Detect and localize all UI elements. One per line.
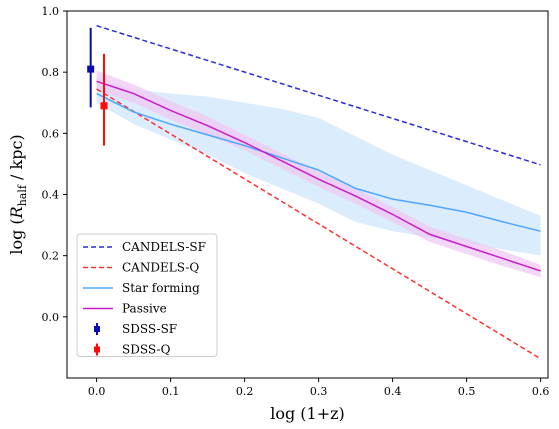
y-axis-label-var: R: [7, 206, 26, 219]
y-axis-label: log (Rhalf / kpc): [7, 134, 29, 254]
candels-q-line: [96, 88, 541, 360]
y-tick-label: 0.0: [42, 311, 60, 324]
legend-label: CANDELS-Q: [122, 261, 199, 275]
x-axis-label: log (1+z): [270, 404, 345, 423]
legend-item-sdss-q: SDSS-Q: [94, 343, 171, 357]
star-forming-line: [96, 92, 541, 232]
y-tick-label: 0.4: [42, 189, 60, 202]
legend-label: SDSS-Q: [122, 343, 171, 357]
legend-label: CANDELS-SF: [122, 240, 206, 254]
legend-marker-swatch: [94, 346, 100, 353]
x-tick-label: 0.5: [458, 385, 476, 398]
legend-marker-swatch: [94, 326, 100, 332]
x-tick-label: 0.0: [88, 385, 106, 398]
axis-ticks: 0.0 0.1 0.2 0.3 0.4 0.5 0.6 0.0 0.2 0.4 0.6 0.8 1.0: [42, 5, 550, 398]
legend-label: Passive: [122, 302, 167, 316]
legend-item-sdss-sf: SDSS-SF: [94, 322, 177, 336]
legend-item-passive: Passive: [83, 302, 167, 316]
y-tick-label: 0.8: [42, 66, 60, 79]
candels-sf-line: [96, 24, 541, 166]
sdss-sf-point: [87, 65, 95, 73]
passive-line: [96, 80, 541, 272]
sdss-q-point: [100, 102, 108, 110]
series-lines: [96, 24, 541, 360]
legend-label: SDSS-SF: [122, 322, 177, 336]
legend-item-star-forming: Star forming: [83, 281, 200, 295]
x-tick-label: 0.3: [310, 385, 328, 398]
x-tick-label: 0.1: [162, 385, 180, 398]
y-tick-label: 1.0: [42, 5, 60, 18]
sdss-points: [87, 27, 108, 146]
legend-item-candels-q: CANDELS-Q: [83, 261, 199, 275]
y-tick-label: 0.6: [42, 127, 60, 140]
passive-band: [96, 70, 541, 278]
legend-label: Star forming: [122, 281, 200, 295]
x-tick-label: 0.2: [236, 385, 254, 398]
legend: CANDELS-SF CANDELS-Q Star forming Passive SD…: [76, 233, 218, 357]
x-tick-label: 0.4: [384, 385, 402, 398]
legend-box: [76, 233, 218, 357]
confidence-bands: [96, 70, 541, 278]
legend-item-candels-sf: CANDELS-SF: [83, 240, 206, 254]
y-axis-label-sub: half: [16, 184, 29, 206]
y-tick-label: 0.2: [42, 250, 60, 263]
y-axis-label-suffix: / kpc): [7, 134, 26, 185]
x-tick-label: 0.6: [532, 385, 550, 398]
y-axis-label-prefix: log (: [7, 218, 26, 254]
